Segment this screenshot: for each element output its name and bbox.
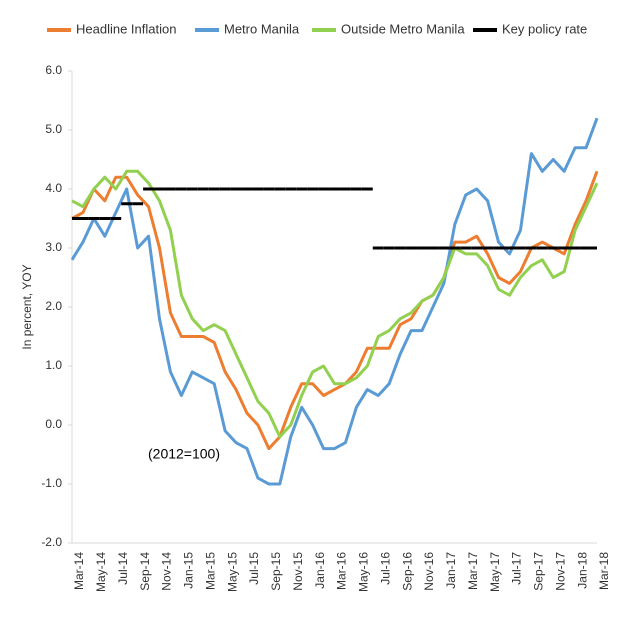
y-tick-label: 6.0 — [45, 63, 62, 77]
y-tick-label: 2.0 — [45, 299, 62, 313]
y-tick-label: -1.0 — [41, 476, 62, 490]
y-tick-label: 4.0 — [45, 181, 62, 195]
x-tick-label: Mar-16 — [335, 552, 349, 590]
legend-label: Metro Manila — [224, 21, 300, 36]
x-tick-label: Jul-15 — [247, 552, 261, 585]
y-tick-label: 5.0 — [45, 122, 62, 136]
x-tick-label: Mar-18 — [597, 552, 611, 590]
x-tick-label: Sep-14 — [138, 552, 152, 591]
x-tick-label: Nov-17 — [553, 552, 567, 591]
legend-label: Outside Metro Manila — [341, 21, 465, 36]
x-tick-label: May-14 — [94, 552, 108, 592]
x-tick-label: Jan-18 — [575, 552, 589, 589]
legend-label: Key policy rate — [502, 21, 587, 36]
series-line — [71, 170, 599, 451]
x-tick-label: Sep-16 — [400, 552, 414, 591]
x-tick-label: May-16 — [357, 552, 371, 592]
x-tick-label: Mar-17 — [466, 552, 480, 590]
y-tick-label: 3.0 — [45, 240, 62, 254]
x-tick-label: Nov-14 — [160, 552, 174, 591]
annotation: (2012=100) — [148, 446, 220, 462]
x-tick-label: Nov-15 — [291, 552, 305, 591]
series-line — [70, 117, 599, 486]
x-tick-label: May-15 — [225, 552, 239, 592]
x-tick-label: Jul-16 — [378, 552, 392, 585]
x-tick-label: May-17 — [488, 552, 502, 592]
y-axis-label: In percent, YOY — [20, 264, 34, 349]
legend-label: Headline Inflation — [76, 21, 176, 36]
x-tick-label: Jan-16 — [313, 552, 327, 589]
x-tick-label: Mar-15 — [203, 552, 217, 590]
y-tick-label: 1.0 — [45, 358, 62, 372]
x-tick-label: Jul-17 — [510, 552, 524, 585]
x-tick-label: Nov-16 — [422, 552, 436, 591]
x-tick-label: Sep-15 — [269, 552, 283, 591]
x-tick-label: Jan-15 — [182, 552, 196, 589]
x-tick-label: Mar-14 — [72, 552, 86, 590]
x-tick-label: Jan-17 — [444, 552, 458, 589]
x-tick-label: Sep-17 — [532, 552, 546, 591]
x-tick-label: Jul-14 — [116, 552, 130, 585]
y-tick-label: -2.0 — [41, 535, 62, 549]
y-tick-label: 0.0 — [45, 417, 62, 431]
series-line — [71, 169, 599, 439]
